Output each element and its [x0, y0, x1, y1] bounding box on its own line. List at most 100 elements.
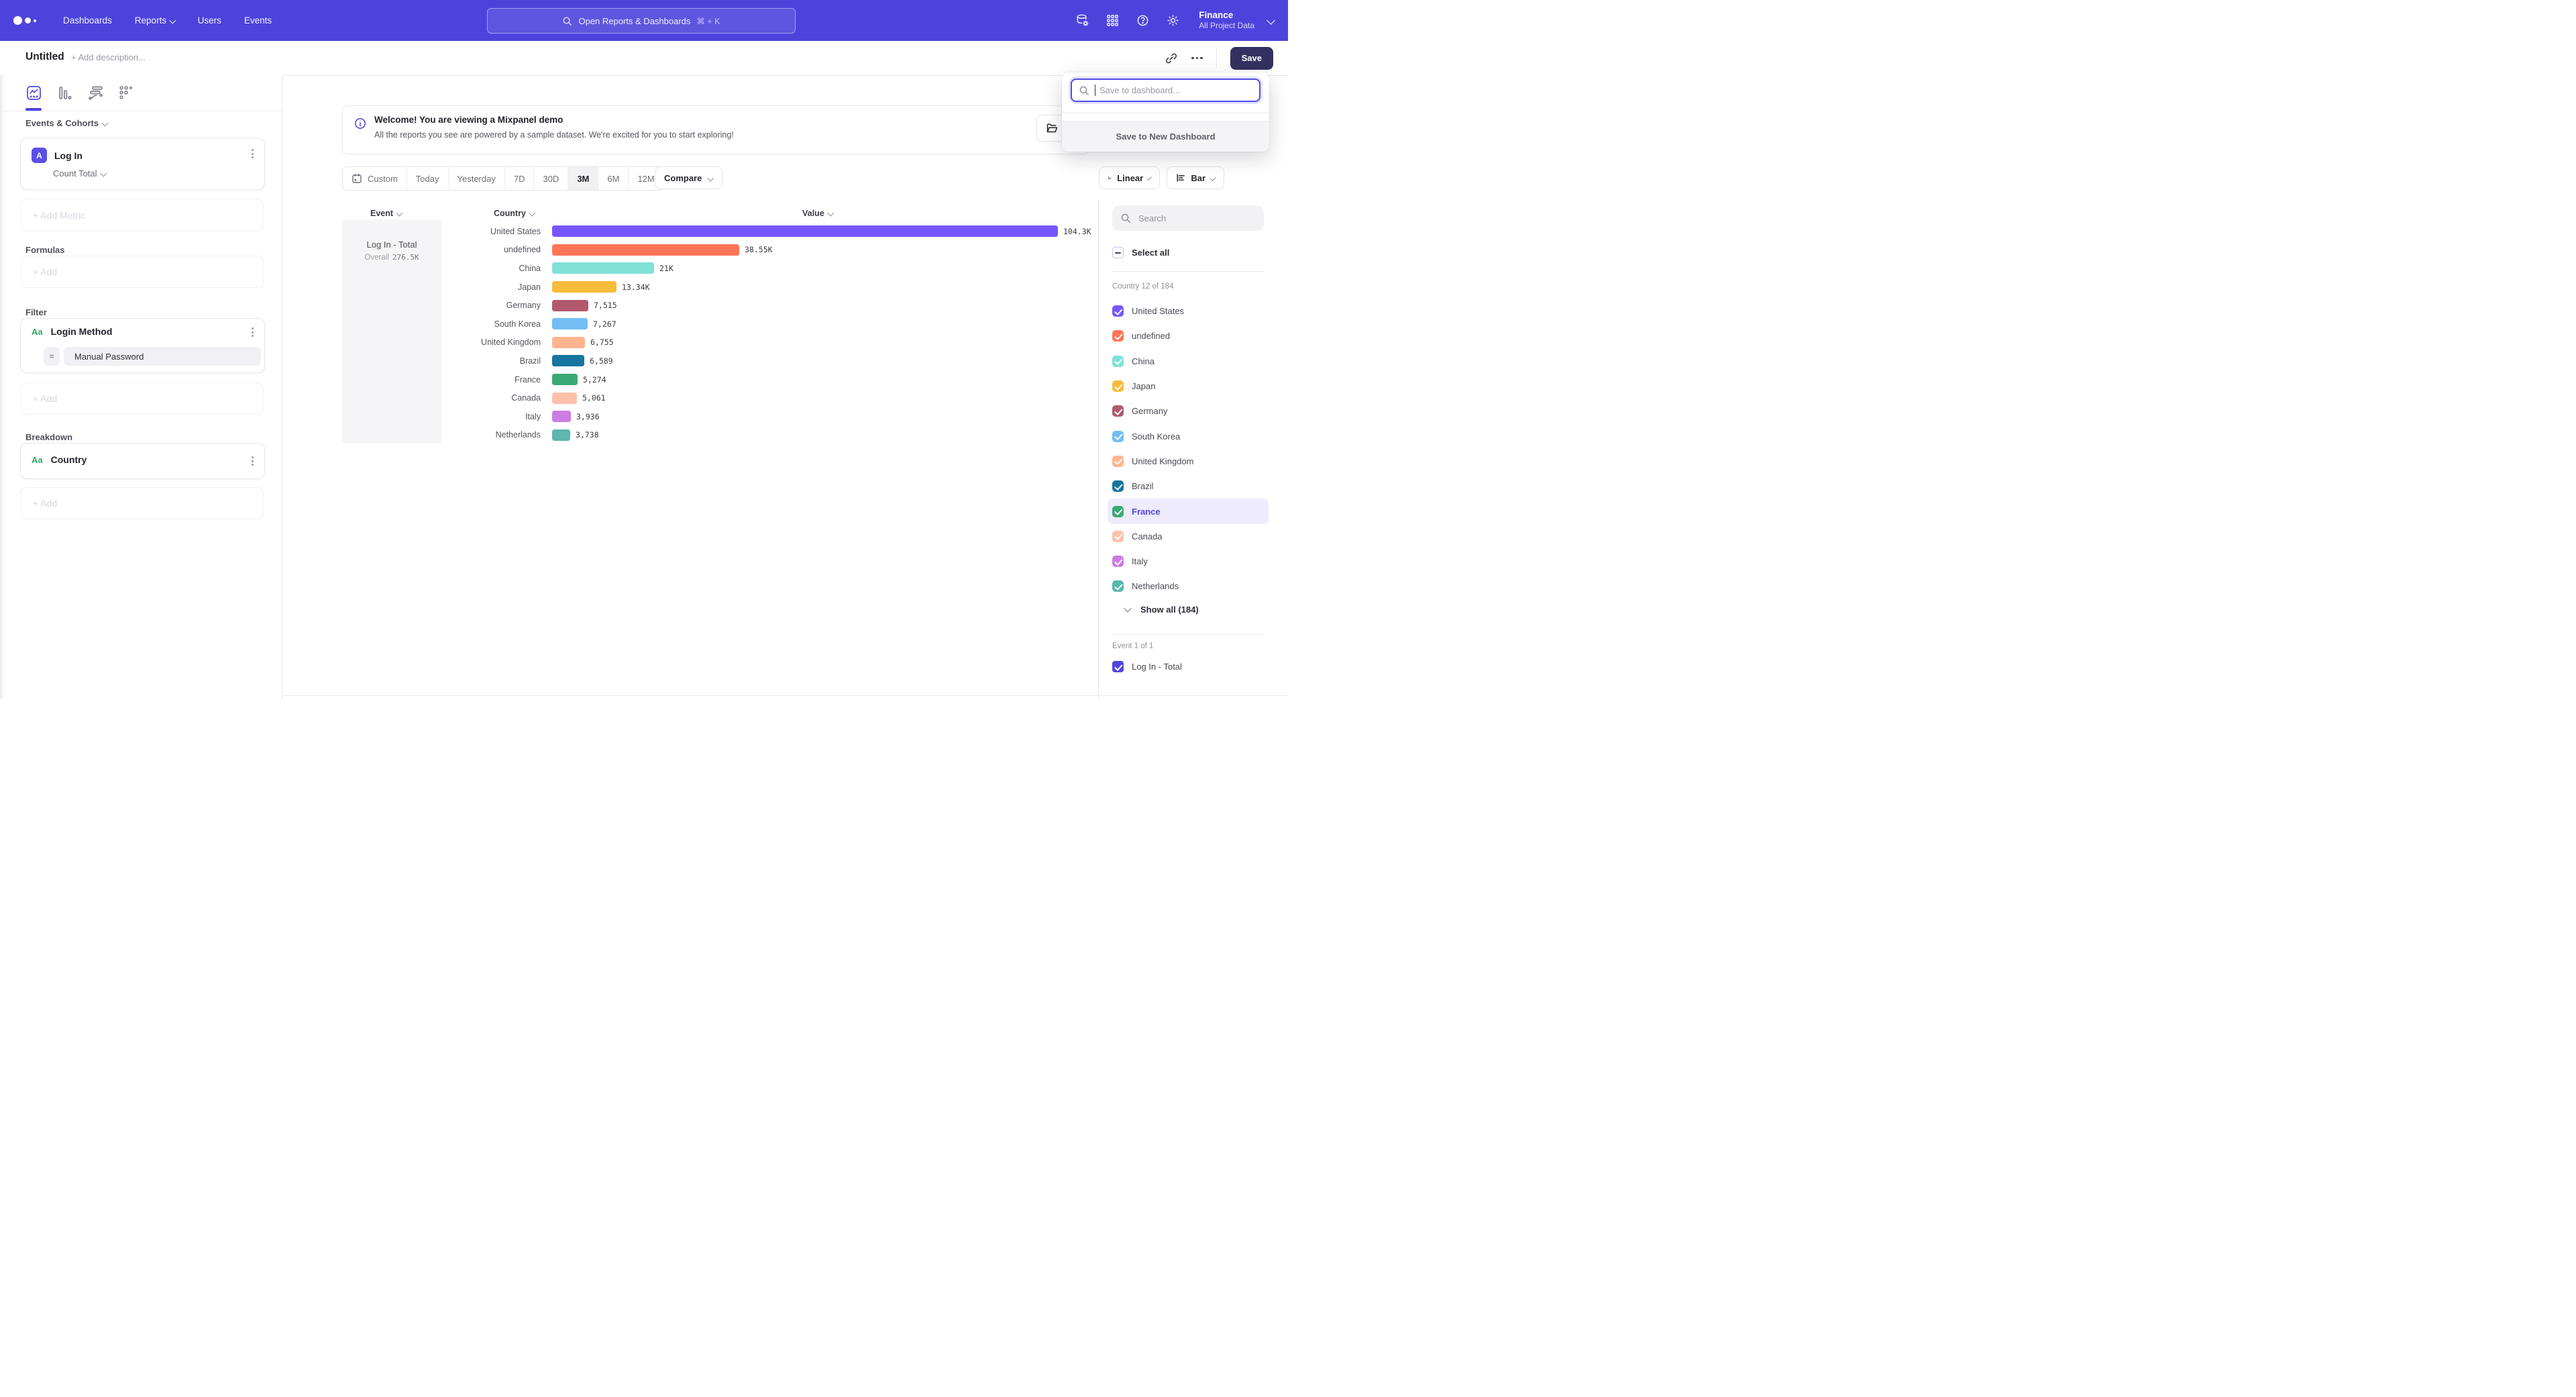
- date-preset-3m[interactable]: 3M: [568, 167, 598, 190]
- add-metric-button[interactable]: + Add Metric: [20, 199, 264, 231]
- column-header-country[interactable]: Country: [494, 209, 535, 218]
- filter-card[interactable]: Aa Login Method = Manual Password: [20, 318, 265, 373]
- help-icon[interactable]: [1136, 13, 1150, 28]
- legend-item-italy[interactable]: Italy: [1108, 549, 1269, 574]
- tab-flows-icon[interactable]: [87, 85, 104, 101]
- legend-checkbox-checked[interactable]: [1112, 355, 1124, 367]
- compare-button[interactable]: Compare: [655, 166, 722, 189]
- legend-item-germany[interactable]: Germany: [1108, 399, 1269, 423]
- add-breakdown-button[interactable]: + Add: [20, 487, 264, 519]
- bar-segment[interactable]: [552, 299, 588, 311]
- bar-segment[interactable]: [552, 281, 616, 293]
- metric-kebab-menu[interactable]: [252, 149, 254, 158]
- legend-item-netherlands[interactable]: Netherlands: [1108, 574, 1269, 599]
- tab-insights-icon[interactable]: [25, 85, 42, 101]
- bar-segment[interactable]: [552, 244, 739, 256]
- legend-checkbox-checked[interactable]: [1112, 405, 1124, 417]
- filter-kebab-menu[interactable]: [252, 327, 254, 337]
- metric-event-name[interactable]: Log In: [54, 150, 83, 161]
- nav-item-users[interactable]: Users: [197, 15, 221, 25]
- report-title[interactable]: Untitled: [25, 51, 64, 62]
- event-total-cell[interactable]: Log In - Total Overall 276.5K: [342, 219, 441, 443]
- metric-aggregation-dropdown[interactable]: Count Total: [53, 168, 107, 178]
- bar-segment[interactable]: [552, 225, 1058, 238]
- legend-item-undefined[interactable]: undefined: [1108, 323, 1269, 348]
- bar-segment[interactable]: [552, 392, 577, 404]
- select-all-row[interactable]: Select all: [1112, 247, 1169, 258]
- settings-gear-icon[interactable]: [1166, 13, 1180, 28]
- select-all-checkbox-indeterminate[interactable]: [1112, 247, 1124, 258]
- legend-item-south-korea[interactable]: South Korea: [1108, 423, 1269, 448]
- events-cohorts-section-label[interactable]: Events & Cohorts: [25, 118, 108, 128]
- legend-search-input[interactable]: [1137, 212, 1254, 224]
- legend-event-item[interactable]: Log In - Total: [1112, 661, 1182, 672]
- project-switcher[interactable]: Finance All Project Data: [1199, 10, 1254, 32]
- legend-checkbox-checked[interactable]: [1112, 580, 1124, 592]
- apps-grid-icon[interactable]: [1106, 13, 1120, 28]
- show-all-button[interactable]: Show all (184): [1115, 604, 1199, 615]
- date-preset-12m[interactable]: 12M: [628, 167, 663, 190]
- legend-item-canada[interactable]: Canada: [1108, 524, 1269, 549]
- data-management-icon[interactable]: [1075, 13, 1089, 28]
- legend-item-united-states[interactable]: United States: [1108, 299, 1269, 323]
- legend-checkbox-checked[interactable]: [1112, 455, 1124, 467]
- legend-item-japan[interactable]: Japan: [1108, 374, 1269, 399]
- column-header-value[interactable]: Value: [802, 209, 834, 218]
- more-options-button[interactable]: [1191, 56, 1203, 60]
- global-search-button[interactable]: Open Reports & Dashboards ⌘ + K: [487, 8, 796, 34]
- legend-item-france[interactable]: France: [1108, 499, 1269, 524]
- legend-event-checkbox[interactable]: [1112, 661, 1124, 672]
- project-chevron-down-icon[interactable]: [1267, 16, 1275, 25]
- legend-checkbox-checked[interactable]: [1112, 505, 1124, 517]
- legend-checkbox-checked[interactable]: [1112, 305, 1124, 317]
- bar-segment[interactable]: [552, 318, 588, 330]
- breakdown-kebab-menu[interactable]: [252, 456, 254, 466]
- date-preset-yesterday[interactable]: Yesterday: [447, 167, 504, 190]
- legend-item-united-kingdom[interactable]: United Kingdom: [1108, 449, 1269, 474]
- nav-item-dashboards[interactable]: Dashboards: [63, 15, 112, 25]
- date-preset-6m[interactable]: 6M: [598, 167, 628, 190]
- tab-retention-icon[interactable]: [118, 85, 135, 101]
- date-preset-7d[interactable]: 7D: [504, 167, 534, 190]
- legend-search-field[interactable]: [1112, 205, 1264, 231]
- bar-segment[interactable]: [552, 262, 654, 274]
- add-filter-button[interactable]: + Add: [20, 382, 264, 415]
- column-header-event[interactable]: Event: [370, 209, 402, 218]
- add-description-field[interactable]: + Add description...: [71, 52, 146, 62]
- bar-segment[interactable]: [552, 336, 585, 348]
- date-preset-30d[interactable]: 30D: [533, 167, 568, 190]
- legend-item-china[interactable]: China: [1108, 349, 1269, 374]
- chart-scale-dropdown[interactable]: Linear: [1099, 166, 1160, 189]
- bar-segment[interactable]: [552, 374, 578, 386]
- bar-segment[interactable]: [552, 429, 570, 441]
- nav-item-reports[interactable]: Reports: [135, 15, 176, 25]
- nav-item-events[interactable]: Events: [244, 15, 272, 25]
- filter-value-selector[interactable]: Manual Password: [64, 347, 261, 366]
- save-button[interactable]: Save: [1230, 46, 1273, 70]
- tab-funnels-icon[interactable]: [56, 85, 73, 101]
- save-to-new-dashboard-button[interactable]: Save to New Dashboard: [1062, 121, 1269, 152]
- legend-checkbox-checked[interactable]: [1112, 430, 1124, 442]
- bar-segment[interactable]: [552, 411, 571, 423]
- filter-operator-selector[interactable]: =: [44, 347, 60, 366]
- legend-checkbox-checked[interactable]: [1112, 530, 1124, 542]
- bar-value-label: 104.3K: [1063, 226, 1091, 236]
- chart-type-dropdown[interactable]: Bar: [1167, 166, 1224, 189]
- legend-checkbox-checked[interactable]: [1112, 330, 1124, 342]
- copy-link-icon[interactable]: [1165, 52, 1178, 65]
- date-preset-custom[interactable]: Custom: [343, 167, 407, 190]
- filter-property-name[interactable]: Login Method: [50, 326, 113, 337]
- breakdown-card[interactable]: Aa Country: [20, 443, 265, 479]
- bar-segment[interactable]: [552, 355, 584, 367]
- breakdown-property-name[interactable]: Country: [50, 454, 87, 465]
- metric-card[interactable]: A Log In Count Total: [20, 138, 265, 190]
- legend-item-brazil[interactable]: Brazil: [1108, 474, 1269, 499]
- save-dashboard-input[interactable]: [1098, 85, 1248, 96]
- legend-checkbox-checked[interactable]: [1112, 480, 1124, 493]
- mixpanel-logo-icon[interactable]: [13, 16, 36, 25]
- date-preset-today[interactable]: Today: [406, 167, 448, 190]
- add-formula-button[interactable]: + Add: [20, 256, 264, 288]
- legend-checkbox-checked[interactable]: [1112, 556, 1124, 568]
- legend-checkbox-checked[interactable]: [1112, 380, 1124, 393]
- save-dashboard-search-field[interactable]: [1071, 79, 1260, 102]
